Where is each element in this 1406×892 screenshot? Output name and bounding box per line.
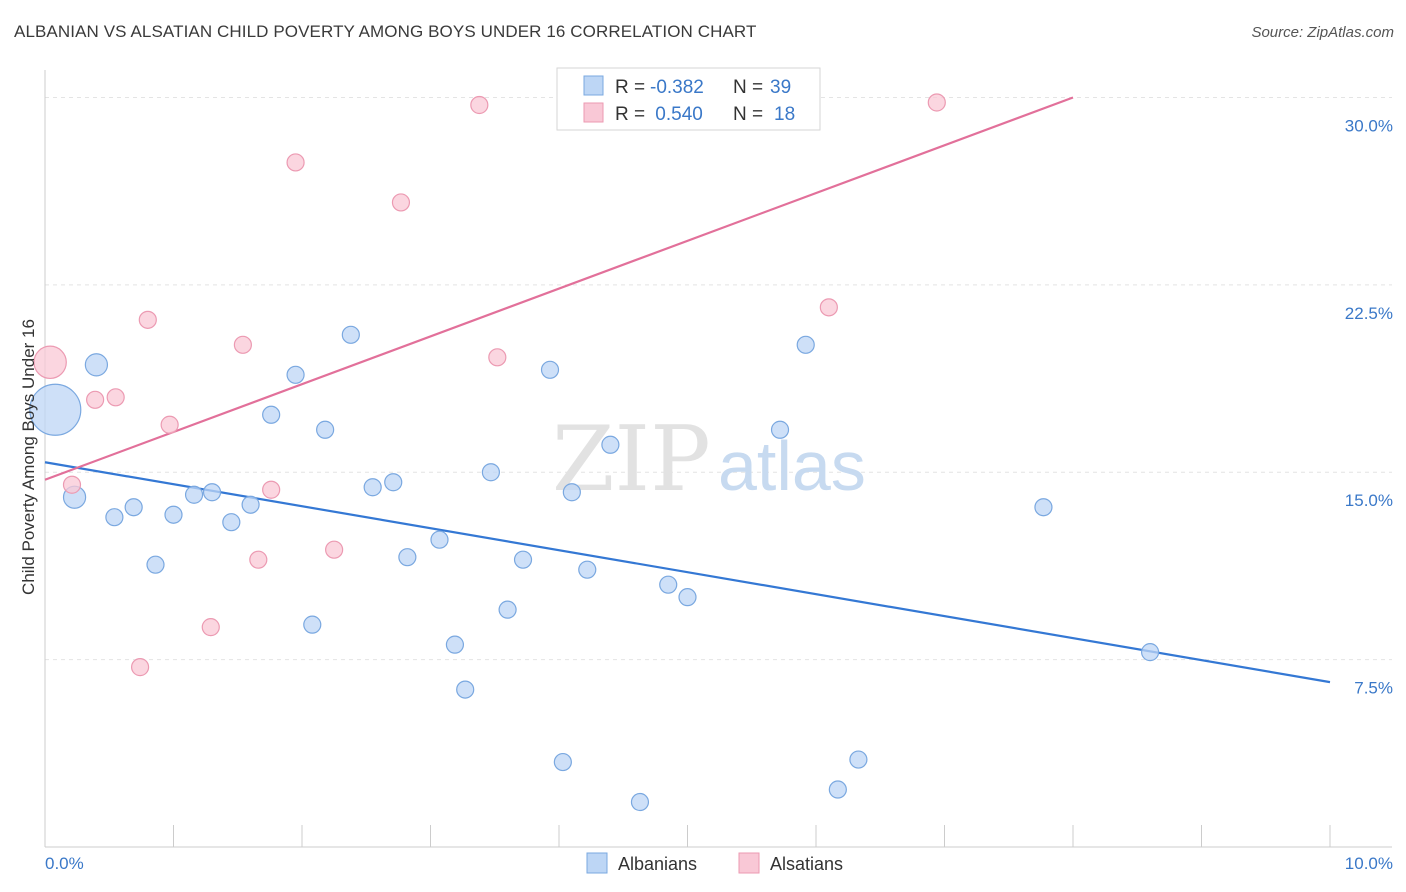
point-alsatians-0 — [33, 345, 67, 380]
point-alsatians-7 — [201, 618, 220, 637]
point-alsatians-9 — [249, 550, 268, 569]
x-tick-label-0: 0.0% — [45, 854, 84, 873]
legend-n-label-albanians: N = — [733, 77, 763, 98]
x-tick-label-1: 10.0% — [1345, 854, 1393, 873]
point-albanians-15 — [341, 325, 360, 344]
point-alsatians-17 — [927, 93, 946, 112]
point-alsatians-14 — [470, 95, 489, 115]
y-tick-label-1: 15.0% — [1345, 491, 1393, 510]
point-albanians-16 — [363, 478, 382, 497]
point-albanians-36 — [849, 750, 868, 769]
point-albanians-32 — [678, 588, 697, 607]
y-tick-label-3: 30.0% — [1345, 116, 1393, 135]
point-albanians-11 — [262, 405, 281, 424]
point-albanians-23 — [498, 600, 517, 619]
gridlines — [45, 96, 1392, 661]
point-albanians-34 — [796, 335, 815, 354]
point-albanians-14 — [316, 420, 335, 439]
point-alsatians-4 — [130, 658, 150, 677]
data-points — [29, 93, 1160, 812]
point-albanians-26 — [553, 752, 572, 772]
trend-lines — [44, 96, 1331, 684]
point-albanians-18 — [398, 548, 417, 567]
point-alsatians-10 — [262, 480, 281, 499]
point-albanians-10 — [241, 495, 260, 514]
point-albanians-22 — [481, 463, 500, 482]
point-albanians-29 — [601, 435, 620, 454]
point-albanians-6 — [164, 505, 183, 524]
point-alsatians-16 — [819, 298, 838, 317]
legend-n-value-alsatians: 18 — [774, 104, 795, 125]
point-albanians-33 — [770, 420, 790, 439]
point-albanians-17 — [384, 473, 403, 492]
point-alsatians-6 — [160, 415, 179, 434]
point-albanians-8 — [202, 483, 222, 502]
legend: R = -0.382 N = 39 R = 0.540 N = 18 — [556, 67, 821, 131]
point-albanians-19 — [430, 530, 449, 549]
point-albanians-24 — [513, 550, 533, 569]
legend-n-label-alsatians: N = — [733, 104, 763, 125]
chart-title: ALBANIAN VS ALSATIAN CHILD POVERTY AMONG… — [14, 22, 757, 41]
point-albanians-20 — [445, 635, 465, 654]
point-albanians-0 — [29, 383, 82, 436]
point-alsatians-3 — [106, 388, 125, 407]
point-albanians-27 — [562, 483, 581, 502]
trend-line-albanians — [44, 461, 1331, 684]
legend-r-value-albanians: -0.382 — [650, 77, 704, 98]
y-tick-label-2: 22.5% — [1345, 304, 1393, 323]
axes — [44, 70, 1392, 848]
point-albanians-31 — [659, 575, 678, 594]
tick-labels: 7.5% 15.0% 22.5% 30.0% 0.0% 10.0% — [45, 116, 1393, 873]
bottom-legend-swatch-albanians — [586, 852, 608, 874]
point-albanians-35 — [828, 780, 847, 799]
bottom-legend-label-albanians: Albanians — [618, 854, 697, 874]
point-albanians-21 — [456, 680, 475, 699]
watermark-atlas: atlas — [718, 427, 866, 505]
point-albanians-13 — [303, 615, 322, 634]
legend-r-label-alsatians: R = — [615, 104, 645, 125]
y-axis-label: Child Poverty Among Boys Under 16 — [19, 319, 38, 595]
point-alsatians-8 — [233, 335, 252, 354]
legend-r-label-albanians: R = — [615, 77, 645, 98]
point-albanians-25 — [540, 360, 560, 379]
legend-r-value-alsatians: 0.540 — [650, 104, 703, 125]
legend-swatch-alsatians — [583, 102, 604, 123]
point-alsatians-13 — [391, 193, 411, 212]
bottom-legend-label-alsatians: Alsatians — [770, 854, 843, 874]
point-albanians-7 — [184, 485, 204, 504]
point-albanians-38 — [1140, 643, 1160, 662]
point-alsatians-15 — [488, 348, 507, 367]
source-credit: Source: ZipAtlas.com — [1251, 24, 1394, 41]
trend-line-alsatians — [44, 96, 1074, 481]
point-albanians-4 — [124, 498, 143, 517]
legend-n-value-albanians: 39 — [770, 77, 791, 98]
point-albanians-30 — [630, 792, 650, 812]
point-alsatians-2 — [86, 390, 105, 409]
point-albanians-5 — [146, 555, 165, 574]
point-albanians-3 — [105, 508, 124, 527]
point-albanians-28 — [578, 560, 597, 579]
point-alsatians-5 — [138, 310, 157, 329]
y-tick-label-0: 7.5% — [1354, 679, 1393, 698]
point-alsatians-1 — [62, 475, 82, 494]
legend-swatch-albanians — [583, 75, 604, 96]
bottom-legend-swatch-alsatians — [738, 852, 760, 874]
bottom-legend: Albanians Alsatians — [586, 852, 843, 874]
point-albanians-9 — [222, 513, 241, 532]
point-alsatians-11 — [286, 153, 305, 172]
point-albanians-12 — [286, 365, 305, 384]
point-alsatians-12 — [325, 540, 344, 559]
point-albanians-37 — [1034, 498, 1053, 517]
point-albanians-2 — [84, 353, 109, 377]
